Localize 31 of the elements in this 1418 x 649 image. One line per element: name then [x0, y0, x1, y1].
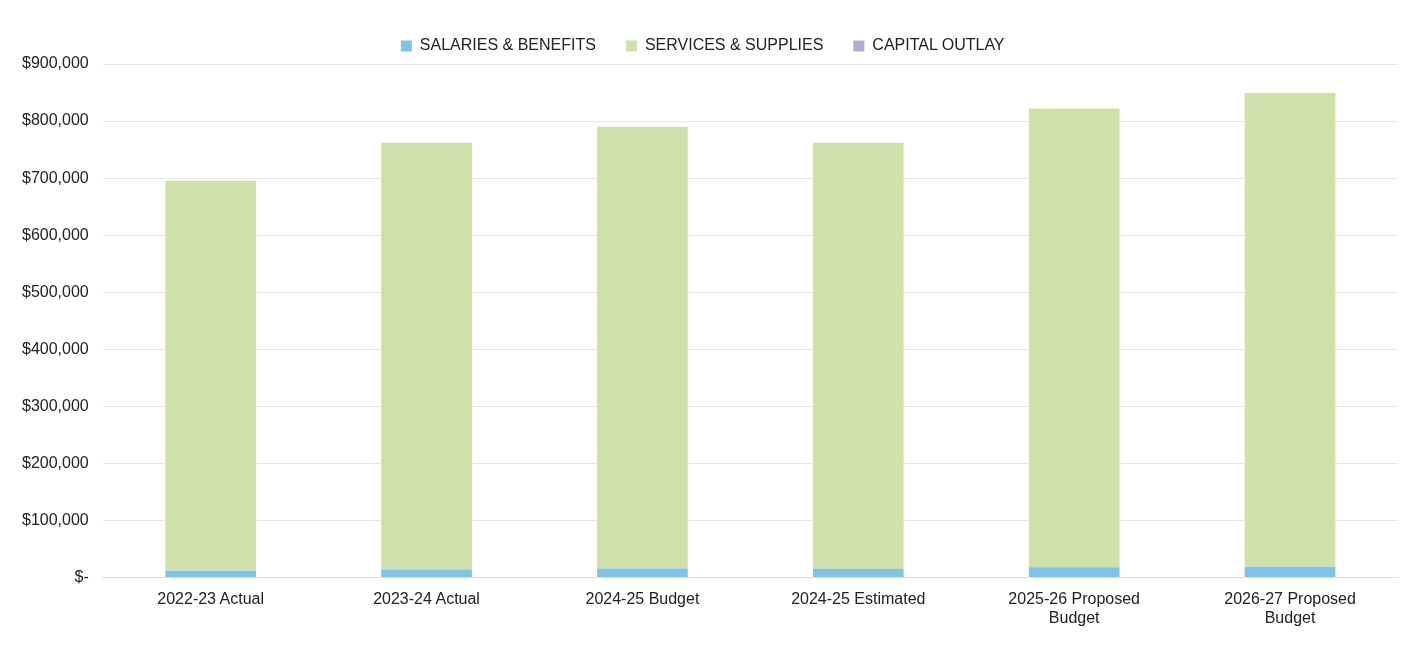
y-tick-label: $200,000	[22, 453, 89, 471]
legend-label: CAPITAL OUTLAY	[872, 36, 1005, 54]
x-tick-label: 2026-27 Proposed Budget	[1224, 589, 1356, 626]
x-tick-label: 2024-25 Estimated	[791, 589, 926, 607]
bar	[381, 569, 472, 578]
y-tick-label: $300,000	[22, 396, 89, 414]
legend-label: SERVICES & SUPPLIES	[644, 36, 824, 54]
bar	[597, 126, 688, 569]
bar	[1244, 93, 1336, 567]
bar	[1028, 567, 1120, 578]
bar	[165, 570, 257, 578]
y-tick-label: $700,000	[22, 168, 89, 186]
y-tick-label: $500,000	[22, 282, 89, 300]
y-tick-label: $400,000	[22, 339, 89, 357]
y-tick-label: $600,000	[22, 225, 89, 243]
bar	[1244, 566, 1336, 578]
bar	[381, 142, 472, 570]
x-tick-label: 2022-23 Actual	[157, 589, 265, 607]
bar	[812, 142, 904, 570]
y-tick-label: $900,000	[22, 54, 89, 72]
x-tick-label: 2023-24 Actual	[373, 589, 480, 607]
bar	[812, 569, 904, 578]
y-tick-label: $100,000	[22, 510, 89, 528]
bar	[1028, 108, 1120, 568]
y-tick-label: $-	[74, 568, 89, 586]
legend-label: SALARIES & BENEFITS	[419, 36, 596, 54]
bar	[165, 180, 257, 571]
x-tick-label: 2025-26 Proposed Budget	[1008, 589, 1141, 626]
y-tick-label: $800,000	[22, 111, 89, 129]
x-tick-label: 2024-25 Budget	[585, 589, 700, 607]
bar	[597, 568, 688, 578]
